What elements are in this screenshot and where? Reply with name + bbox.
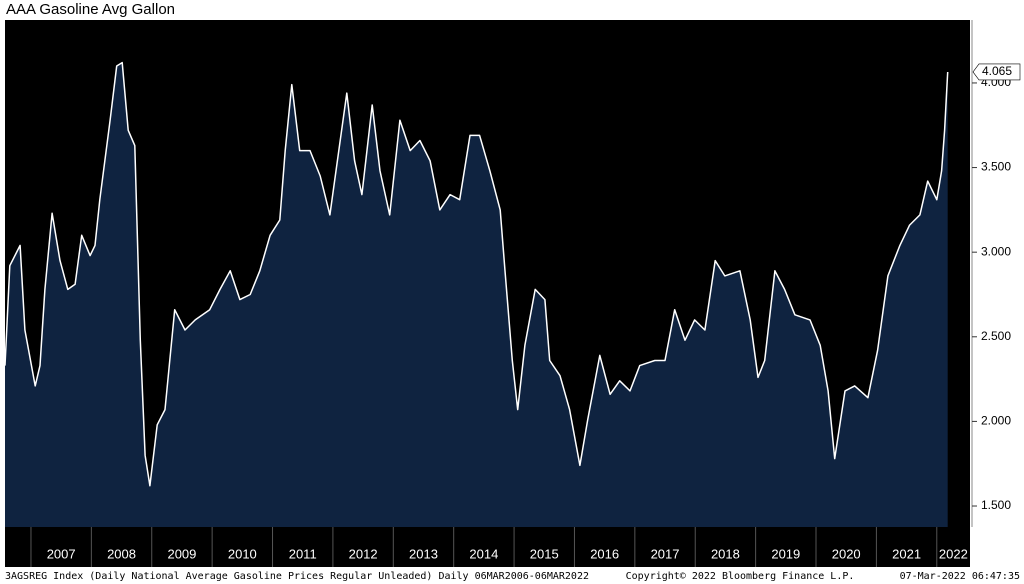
x-tick-label: 2019 <box>771 546 800 561</box>
x-tick-label: 2008 <box>107 546 136 561</box>
x-tick-label: 2014 <box>469 546 498 561</box>
x-tick-label: 2013 <box>409 546 438 561</box>
x-tick-label: 2022 <box>939 546 968 561</box>
x-tick-label: 2009 <box>167 546 196 561</box>
footer-copyright: Copyright© 2022 Bloomberg Finance L.P. <box>626 571 855 582</box>
x-axis-band <box>5 527 970 567</box>
x-tick-label: 2011 <box>289 546 317 561</box>
footer-timestamp: 07-Mar-2022 06:47:35 <box>900 571 1020 582</box>
x-tick-label: 2007 <box>47 546 76 561</box>
x-tick-label: 2017 <box>651 546 680 561</box>
chart-title: AAA Gasoline Avg Gallon <box>6 1 175 18</box>
footer-source: 3AGSREG Index (Daily National Average Ga… <box>5 571 589 582</box>
x-tick-label: 2015 <box>530 546 559 561</box>
last-value-box <box>972 63 1021 81</box>
y-tick-label: 1.500 <box>981 498 1011 512</box>
x-tick-label: 2018 <box>711 546 740 561</box>
x-tick-label: 2020 <box>832 546 861 561</box>
x-tick-label: 2021 <box>892 546 921 561</box>
x-tick-label: 2010 <box>228 546 257 561</box>
x-tick-label: 2012 <box>349 546 378 561</box>
y-tick-label: 3.000 <box>981 244 1011 258</box>
x-tick-label: 2016 <box>590 546 619 561</box>
last-value-label: 4.065 <box>982 64 1012 78</box>
y-tick-label: 2.500 <box>981 329 1011 343</box>
y-tick-label: 3.500 <box>981 160 1011 174</box>
line <box>4 61 949 487</box>
area <box>5 62 948 527</box>
y-tick-label: 2.000 <box>981 414 1011 428</box>
